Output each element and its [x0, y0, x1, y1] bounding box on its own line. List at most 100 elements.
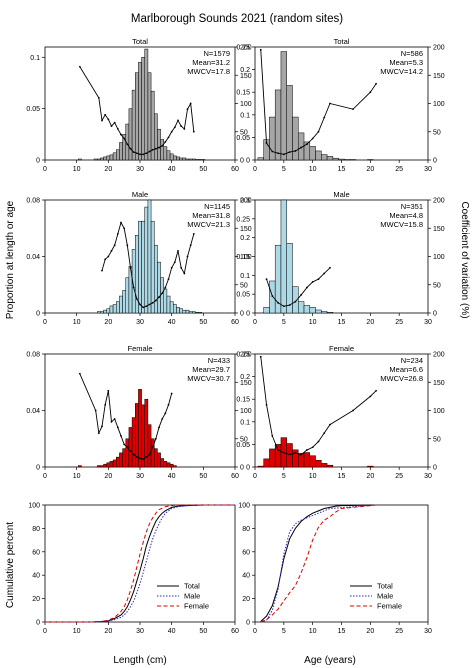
series-line-total	[45, 504, 235, 623]
cv-point	[107, 389, 110, 392]
y2-tick-label: 0	[240, 158, 244, 165]
y2-tick-label: 50	[433, 282, 441, 289]
legend-label: Female	[184, 602, 209, 611]
y2-tick-label: 200	[433, 198, 445, 205]
x-tick-label: 40	[168, 628, 176, 635]
y-tick-label: 40	[32, 573, 40, 580]
x-tick-label: 20	[366, 473, 374, 480]
y-tick-label: 60	[242, 549, 250, 556]
right-axis-label: Coefficient of variation (%)	[459, 201, 470, 318]
cv-point	[369, 395, 372, 398]
cv-point	[104, 403, 107, 406]
cv-point	[158, 426, 160, 429]
panel-title: Male	[132, 190, 148, 199]
x-tick-label: 60	[231, 319, 239, 326]
stats-line: MWCV=26.8	[380, 374, 423, 383]
panel-title: Male	[333, 190, 349, 199]
cv-point	[110, 420, 113, 423]
cv-point	[170, 392, 173, 395]
cv-point	[282, 305, 285, 308]
bar	[257, 157, 264, 161]
x-tick-label: 25	[395, 319, 403, 326]
x-tick-label: 20	[366, 628, 374, 635]
cv-point	[177, 249, 179, 252]
cv-point	[277, 152, 279, 155]
bar	[286, 243, 293, 314]
bar	[154, 113, 158, 161]
bar	[147, 199, 152, 314]
y-tick-label: 0.25	[236, 45, 250, 52]
bar	[298, 301, 305, 314]
y-tick-label: 0.25	[236, 352, 250, 359]
cv-point	[101, 119, 103, 122]
cv-point	[277, 301, 279, 304]
bar	[185, 158, 190, 161]
stats-line: N=1145	[204, 202, 230, 211]
cv-line	[79, 373, 173, 460]
cv-point	[180, 125, 183, 127]
bar	[78, 158, 82, 161]
x-tick-label: 15	[338, 166, 346, 173]
cv-point	[265, 142, 268, 144]
cv-point	[129, 450, 132, 453]
x-tick-label: 30	[136, 166, 144, 173]
y-tick-label: 0.3	[240, 198, 250, 205]
y-tick-label: 0.04	[26, 254, 40, 261]
x-tick-label: 50	[199, 166, 207, 173]
x-tick-label: 10	[73, 628, 81, 635]
y2-tick-label: 150	[433, 380, 445, 387]
bar	[326, 311, 334, 314]
bar	[109, 305, 114, 314]
cv-point	[94, 409, 97, 412]
bar	[179, 308, 183, 314]
bar	[131, 417, 136, 468]
bar	[166, 462, 171, 468]
cv-point	[167, 136, 170, 139]
panel-title: Female	[329, 344, 354, 353]
bar	[160, 277, 164, 314]
cv-point	[142, 306, 145, 309]
x-tick-label: 60	[231, 473, 239, 480]
bar	[315, 459, 322, 468]
legend-label: Male	[377, 592, 393, 601]
stats-line: Mean=6.6	[389, 365, 423, 374]
stats-line: N=586	[401, 49, 423, 58]
x-tick-label: 10	[309, 319, 317, 326]
bar	[195, 159, 199, 161]
y-tick-label: 0.05	[236, 292, 250, 299]
bar	[274, 89, 282, 161]
x-tick-label: 30	[424, 319, 432, 326]
x-tick-label: 5	[282, 166, 286, 173]
y-tick-label: 0	[36, 465, 40, 472]
y2-tick-label: 200	[240, 352, 252, 359]
bar	[315, 309, 322, 314]
cv-point	[97, 96, 100, 99]
bar	[157, 128, 161, 161]
cv-point	[126, 446, 129, 449]
x-tick-label: 40	[168, 473, 176, 480]
cv-point	[311, 137, 314, 140]
cv-point	[317, 440, 320, 443]
x-tick-label: 30	[136, 628, 144, 635]
stats-line: N=234	[401, 356, 423, 365]
cv-point	[151, 446, 154, 449]
cv-point	[120, 435, 122, 437]
y2-tick-label: 150	[240, 73, 252, 80]
y-tick-label: 0.1	[240, 112, 250, 119]
legend-label: Total	[377, 582, 393, 591]
cv-point	[126, 244, 129, 247]
y-tick-label: 0.25	[236, 216, 250, 223]
bar	[97, 158, 101, 161]
bar	[321, 154, 328, 161]
y-tick-label: 0	[246, 311, 250, 318]
bar	[176, 307, 180, 314]
bar	[100, 157, 104, 161]
x-tick-label: 60	[231, 166, 239, 173]
bar	[198, 312, 202, 314]
y-tick-label: 0	[36, 158, 40, 165]
bar	[103, 156, 108, 161]
cv-point	[132, 286, 135, 289]
bar	[160, 139, 164, 161]
